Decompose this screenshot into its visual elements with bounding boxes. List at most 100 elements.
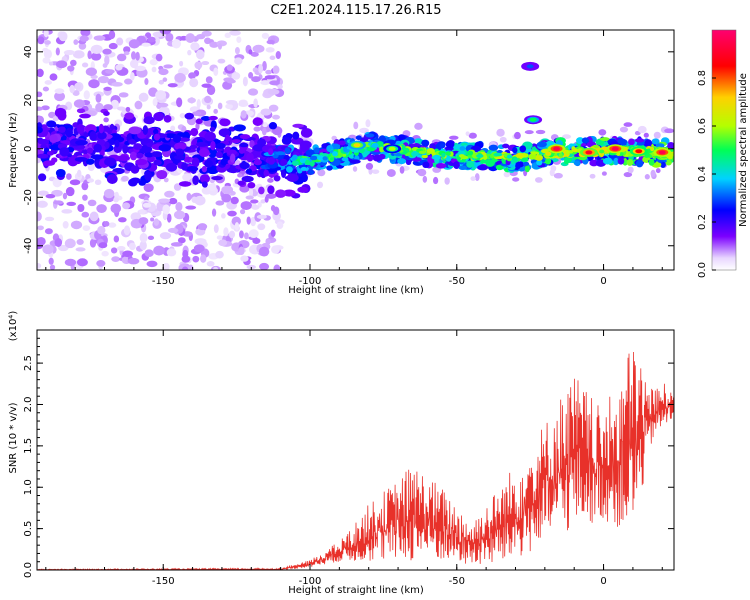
spectrogram-cell (64, 238, 76, 249)
spectrogram-cell (238, 101, 249, 108)
spectrogram-cell (190, 128, 199, 137)
top-y-tick-label: 0 (23, 146, 34, 152)
spectrogram-cell (62, 192, 68, 200)
spectrogram-cell (108, 222, 117, 228)
spectrogram-cell (221, 185, 234, 195)
spectrogram-cell (270, 229, 276, 237)
bottom-y-tick-label: 2.5 (23, 355, 34, 371)
spectrogram-cell (253, 159, 262, 166)
spectrogram-cell (93, 143, 102, 153)
spectrogram-cell (64, 258, 77, 267)
spectrogram-cell (386, 169, 396, 177)
spectrogram-cell (558, 152, 563, 158)
spectrogram-cell (466, 161, 474, 168)
spectrogram-cell (37, 139, 50, 145)
spectrogram-cell (576, 137, 584, 145)
spectrogram-cell (219, 118, 231, 127)
spectrogram-cell (108, 133, 122, 140)
spectrogram-cell (70, 220, 83, 230)
spectrogram-cell (599, 137, 610, 142)
spectrogram-cell (353, 143, 361, 148)
spectrogram-cell (658, 150, 666, 155)
spectrogram-cell (553, 146, 561, 151)
spectrogram-cell (589, 173, 596, 179)
spectrogram-cell (229, 153, 236, 163)
spectrogram-cell (467, 150, 474, 156)
spectrogram-cell (244, 232, 249, 240)
spectrogram-cell (261, 127, 267, 136)
spectrogram-cell (102, 48, 112, 55)
spectrogram-cell (162, 262, 170, 270)
spectrogram-cell (90, 44, 103, 55)
spectrogram-cell (165, 162, 178, 172)
spectrogram-cell (123, 51, 130, 56)
spectrogram-cell (535, 129, 546, 135)
spectrogram-cell (482, 154, 488, 160)
spectrogram-cell (37, 91, 43, 98)
spectrogram-cell (176, 97, 183, 108)
spectrogram-cell (522, 161, 530, 166)
spectrogram-heatmap (37, 30, 674, 270)
spectrogram-cell (44, 228, 53, 235)
spectrogram-cell (122, 144, 129, 154)
spectrogram-cell (277, 84, 283, 90)
spectrogram-cell (221, 193, 232, 203)
spectrogram-cell (206, 85, 216, 96)
spectrogram-cell (118, 217, 127, 223)
spectrogram-cell (257, 223, 266, 231)
spectrogram-cell (42, 86, 50, 92)
spectrogram-cell (388, 146, 396, 151)
spectrogram-cell (147, 235, 155, 241)
spectrogram-cell (65, 127, 73, 138)
spectrogram-cell (611, 146, 619, 151)
spectrogram-cell (37, 211, 42, 222)
spectrogram-cell (309, 155, 318, 161)
spectrogram-cell (499, 136, 507, 143)
spectrogram-cell (85, 158, 95, 165)
spectrogram-cell (349, 159, 361, 164)
spectrogram-cell (37, 115, 44, 125)
spectrogram-cell (300, 127, 313, 138)
spectrogram-cell (234, 159, 241, 166)
spectrogram-cell (267, 88, 280, 95)
bottom-y-tick-label: 1.0 (23, 479, 34, 495)
spectrogram-cell (216, 235, 223, 240)
spectrogram-cell (215, 200, 225, 206)
spectrogram-cell (258, 246, 270, 257)
spectrogram-cell (175, 148, 185, 157)
spectrogram-cell (78, 42, 87, 50)
spectrogram-cell (75, 140, 88, 146)
spectrogram-cell (74, 156, 88, 162)
spectrogram-cell (246, 216, 251, 225)
spectrogram-cell (58, 31, 68, 42)
spectrogram-cell (42, 47, 49, 53)
spectrogram-cell (271, 245, 280, 254)
spectrogram-cell (213, 266, 219, 270)
spectrogram-cell (238, 147, 246, 154)
spectrogram-cell (209, 41, 219, 48)
spectrogram-cell (54, 107, 67, 118)
spectrogram-cell (139, 145, 153, 154)
spectrogram-cell (650, 146, 655, 152)
spectrogram-cell (506, 154, 513, 159)
spectrogram-cell (103, 188, 115, 199)
spectrogram-cell (512, 157, 519, 163)
spectrogram-cell (322, 156, 328, 161)
spectrogram-cell (598, 129, 607, 136)
spectrogram-cell (37, 200, 48, 208)
spectrogram-cell (136, 152, 144, 159)
top-x-axis-label: Height of straight line (km) (288, 285, 424, 296)
spectrogram-cell (521, 157, 529, 163)
spectrogram-cell (158, 198, 171, 203)
spectrogram-cell (40, 144, 48, 149)
colorbar-tick-label: 0.8 (697, 70, 708, 86)
spectrogram-cell (215, 151, 223, 159)
spectrogram-cell (128, 139, 137, 145)
spectrogram-cell (209, 126, 216, 132)
spectrogram-cell (332, 151, 338, 157)
top-x-tick-label: -150 (152, 276, 175, 287)
spectrogram-cell (270, 205, 276, 212)
colorbar-tick-label: 0.6 (697, 118, 708, 134)
spectrogram-cell (528, 153, 537, 160)
spectrogram-cell (432, 176, 439, 185)
